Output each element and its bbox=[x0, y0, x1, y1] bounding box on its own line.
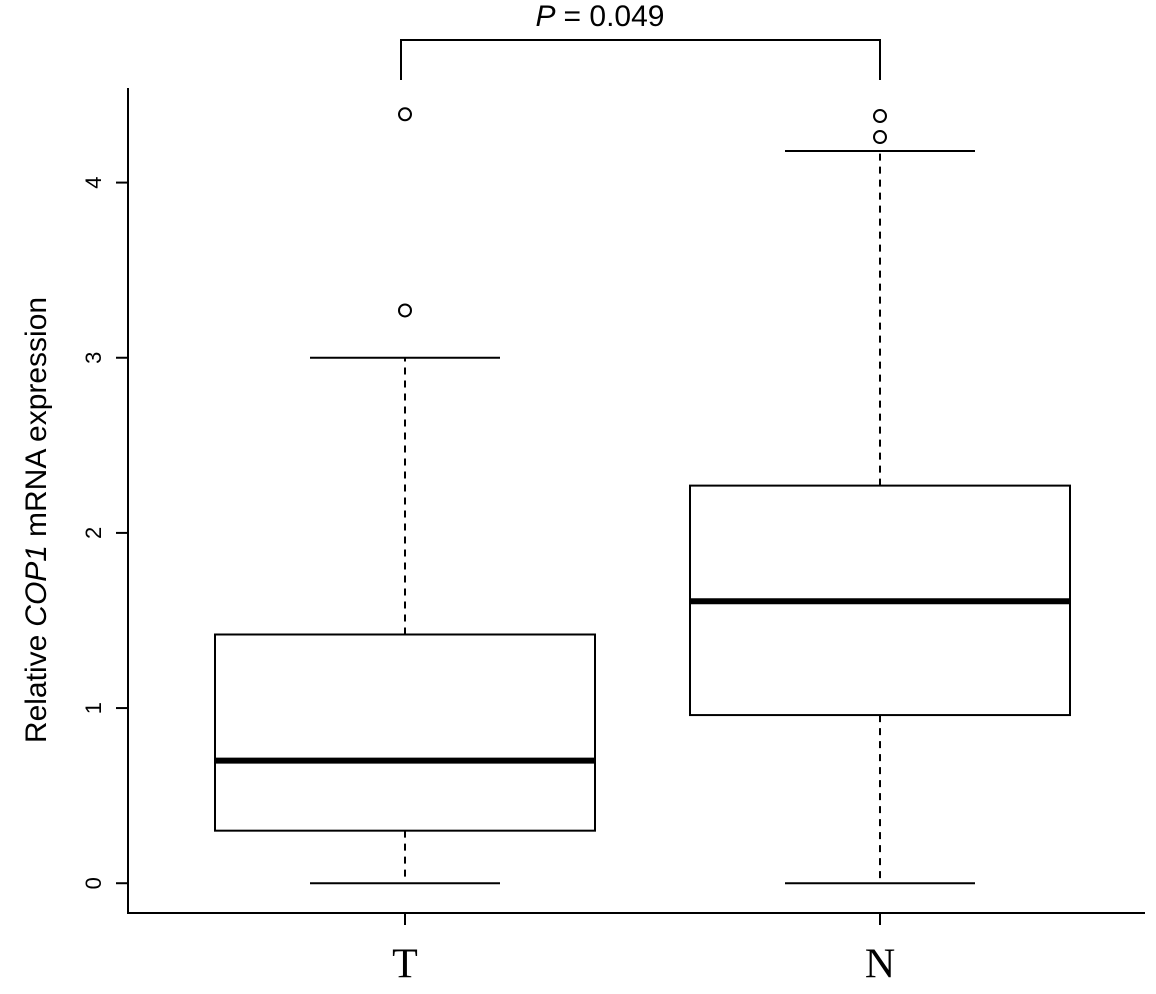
y-tick-label: 0 bbox=[81, 877, 106, 889]
outlier bbox=[398, 107, 412, 122]
outlier bbox=[398, 303, 412, 318]
annotation: P = 0.049 bbox=[536, 0, 665, 33]
x-tick-label: N bbox=[865, 942, 895, 988]
y-axis-label: Relative COP1 mRNA expression bbox=[20, 297, 53, 743]
y-label-part: COP1 bbox=[20, 545, 53, 627]
y-tick-label: 4 bbox=[81, 176, 106, 188]
y-label-part: Relative bbox=[20, 635, 53, 743]
annotation-symbol: P bbox=[536, 0, 556, 33]
y-label-part: mRNA expression bbox=[20, 297, 53, 537]
y-tick-label: 1 bbox=[81, 702, 106, 714]
box bbox=[214, 633, 596, 832]
outlier bbox=[873, 130, 887, 145]
outlier bbox=[873, 109, 887, 124]
x-tick-label: T bbox=[392, 942, 418, 988]
y-tick-label: 3 bbox=[81, 352, 106, 364]
bracket bbox=[400, 39, 881, 80]
y-tick-label: 2 bbox=[81, 527, 106, 539]
annotation-text: = 0.049 bbox=[564, 0, 665, 33]
